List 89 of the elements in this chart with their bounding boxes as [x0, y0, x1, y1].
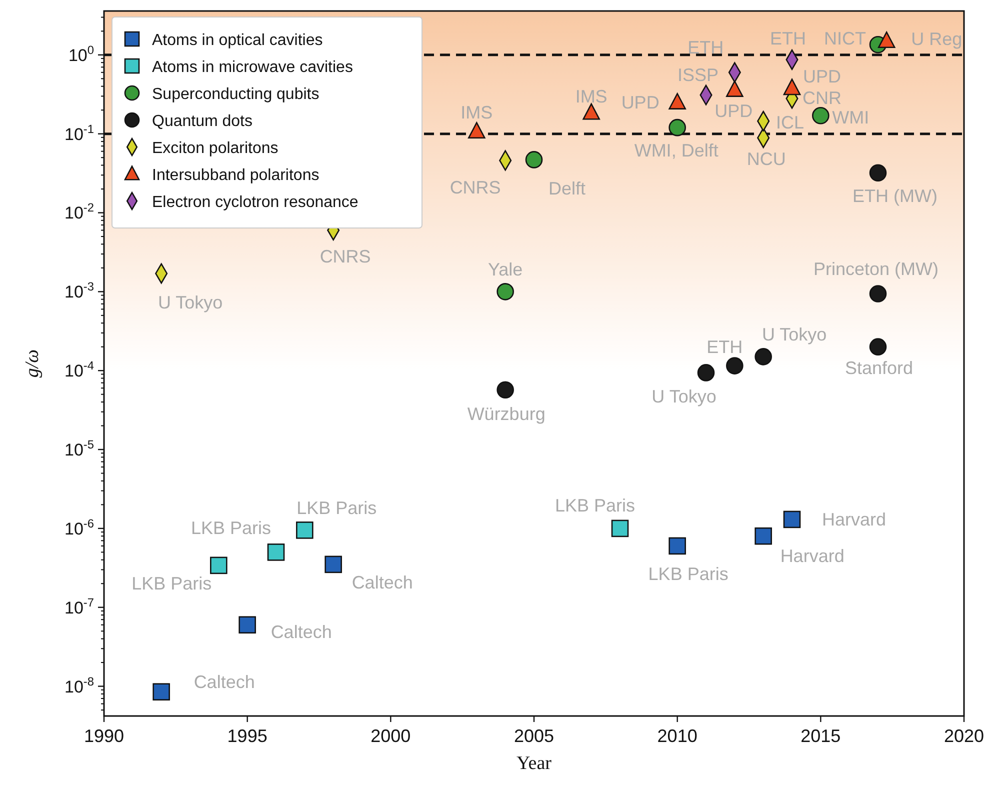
annotation: ICL: [776, 112, 804, 133]
annotation: U Tokyo: [762, 324, 827, 345]
annotation: U Tokyo: [652, 386, 716, 407]
annotation: ETH: [706, 336, 743, 357]
x-tick-label: 2015: [800, 726, 841, 746]
point: [468, 122, 486, 139]
point: [582, 103, 600, 120]
point: [296, 522, 314, 539]
annotation: LKB Paris: [132, 573, 212, 594]
legend-label: Superconducting qubits: [152, 86, 320, 103]
point: [525, 151, 543, 168]
annotation: IMS: [460, 102, 493, 123]
y-tick-label: 10$^{-7}$: [64, 595, 94, 618]
annotation: Stanford: [844, 358, 914, 378]
y-tick-label: 10$^{-2}$: [64, 200, 94, 223]
annotation: CNR: [802, 88, 842, 108]
x-tick-label: 1990: [84, 726, 124, 746]
annotation: CNRS: [320, 246, 371, 266]
annotation: NICT: [824, 28, 866, 49]
annotation: Harvard: [780, 546, 844, 566]
x-tick-label: 2005: [514, 726, 554, 746]
point: [726, 357, 744, 374]
point: [869, 285, 887, 302]
annotation: Würzburg: [467, 404, 546, 424]
point: [668, 537, 686, 555]
point: [238, 616, 256, 634]
annotation: U Reg: [911, 29, 962, 50]
annotation: WMI: [832, 108, 870, 128]
y-tick-label: 10$^{-3}$: [64, 280, 94, 302]
point: [754, 348, 772, 366]
annotation: Harvard: [822, 509, 886, 530]
annotation: IMS: [575, 86, 608, 107]
y-tick-label: 10$^{-5}$: [64, 438, 94, 460]
y-tick-label: 10$^{-8}$: [64, 674, 94, 696]
point: [697, 364, 715, 382]
point: [324, 556, 342, 574]
y-axis-title: g/ω: [22, 349, 43, 378]
y-tick-label: 10$^{-6}$: [64, 516, 94, 538]
point: [726, 80, 744, 97]
legend-label: Atoms in optical cavities: [152, 32, 323, 49]
legend-label: Electron cyclotron resonance: [152, 194, 358, 211]
annotation: CNRS: [450, 177, 501, 198]
point: [783, 78, 801, 96]
annotation: LKB Paris: [648, 564, 728, 584]
annotation: LKB Paris: [296, 498, 377, 518]
annotation: Caltech: [194, 672, 255, 692]
x-tick-label: 1995: [227, 726, 268, 746]
annotation: Caltech: [270, 622, 332, 642]
point: [869, 164, 887, 182]
annotation: NCU: [746, 148, 786, 169]
annotation: UPD: [621, 92, 660, 112]
legend-label: Atoms in microwave cavities: [152, 59, 353, 76]
annotation: LKB Paris: [554, 495, 636, 516]
annotation: Delft: [548, 178, 586, 199]
y-tick-label: 10$^{0}$: [68, 42, 94, 65]
legend-label: Exciton polaritons: [152, 140, 278, 157]
annotation: LKB Paris: [190, 518, 272, 538]
point: [812, 106, 830, 124]
annotation: ISSP: [677, 65, 719, 86]
legend-label: Intersubband polaritons: [152, 167, 320, 184]
annotation: U Tokyo: [158, 292, 223, 312]
annotation: UPD: [714, 100, 753, 121]
y-tick-label: 10$^{-4}$: [64, 358, 94, 381]
point: [496, 283, 514, 300]
y-tick-label: 10$^{-1}$: [64, 122, 94, 144]
point: [152, 683, 170, 700]
annotation: ETH (MW): [852, 186, 938, 206]
point: [668, 92, 686, 110]
x-tick-label: 2000: [370, 726, 411, 746]
point: [496, 381, 514, 398]
point: [611, 520, 629, 538]
x-axis-title: Year: [516, 753, 552, 774]
annotation: ETH: [770, 28, 806, 49]
point: [878, 32, 896, 48]
annotation: UPD: [802, 66, 842, 87]
annotation: Yale: [488, 260, 523, 280]
annotation: Caltech: [352, 572, 413, 592]
annotation: Princeton (MW): [813, 258, 939, 279]
x-tick-label: 2010: [657, 726, 698, 746]
point: [267, 544, 285, 561]
annotation: WMI, Delft: [634, 140, 718, 161]
x-tick-label: 2020: [944, 726, 984, 746]
point: [210, 556, 228, 574]
legend-label: Quantum dots: [152, 113, 252, 130]
point: [668, 118, 686, 136]
annotation: ETH: [688, 37, 724, 58]
point: [754, 527, 772, 545]
point: [869, 338, 887, 356]
point: [783, 510, 801, 528]
